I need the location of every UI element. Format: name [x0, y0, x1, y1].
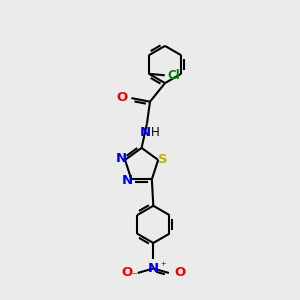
Text: O: O	[116, 91, 128, 104]
Text: O: O	[174, 266, 186, 280]
Text: N: N	[115, 152, 126, 165]
Text: H: H	[151, 126, 160, 139]
Text: $^-$: $^-$	[130, 272, 138, 282]
Text: $^+$: $^+$	[159, 261, 167, 271]
Text: O: O	[121, 266, 132, 280]
Text: N: N	[148, 262, 159, 275]
Text: N: N	[140, 126, 151, 139]
Text: Cl: Cl	[167, 69, 180, 82]
Text: S: S	[158, 153, 167, 167]
Text: N: N	[122, 174, 133, 187]
